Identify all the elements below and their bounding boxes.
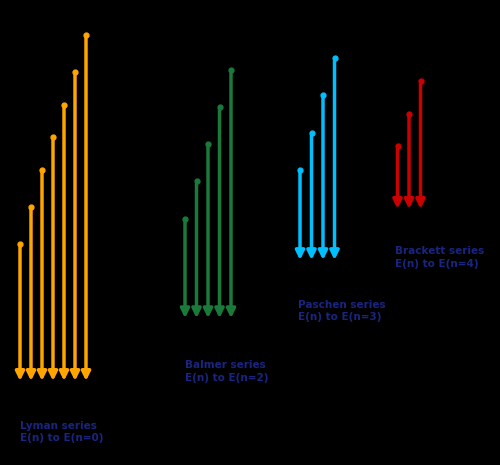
Text: Paschen series
E(n) to E(n=3): Paschen series E(n) to E(n=3)	[298, 300, 385, 322]
Text: Balmer series
E(n) to E(n=2): Balmer series E(n) to E(n=2)	[185, 360, 268, 383]
Text: Brackett series
E(n) to E(n=4): Brackett series E(n) to E(n=4)	[395, 246, 484, 269]
Text: Lyman series
E(n) to E(n=0): Lyman series E(n) to E(n=0)	[20, 421, 103, 443]
